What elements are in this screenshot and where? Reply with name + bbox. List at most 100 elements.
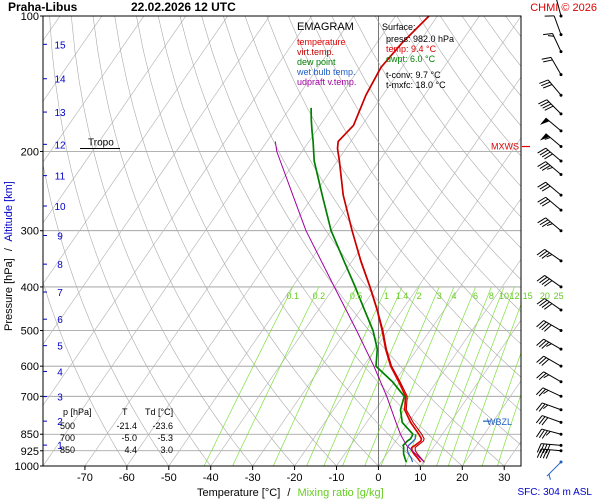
values-table: p [hPa] T Td [°C] 500 -21.4 -23.6 700 -5… <box>60 407 173 455</box>
wind-staff-120 <box>552 33 562 52</box>
wind-station-450 <box>559 308 563 312</box>
wind-staff-900 <box>541 443 562 446</box>
axis-labels: 0.1 0.2 0.5 1 1.4 2 3 4 6 8 10 12 15 20 25-70 -60 -50 -40… <box>15 11 564 484</box>
wind-feather-550-3 <box>546 343 552 347</box>
wind-barb-450 <box>536 298 563 312</box>
wind-barb-210 <box>537 147 563 163</box>
mixing-label-2: 2 <box>417 291 422 301</box>
wind-feather-300-0 <box>537 217 546 224</box>
wind-feather-270-1 <box>539 198 549 205</box>
wind-feather-800-2 <box>541 417 549 426</box>
dry-adiabat-160 <box>483 16 521 67</box>
wind-barb-180 <box>539 117 563 133</box>
mixing-label-0.5: 0.5 <box>350 291 363 301</box>
wind-station-600 <box>559 364 563 368</box>
wind-feather-250-0 <box>537 181 546 188</box>
wind-barbs <box>535 0 563 480</box>
wind-station-165 <box>559 112 563 116</box>
dry-adiabat-150 <box>461 16 521 97</box>
wind-staff-400 <box>544 275 562 288</box>
profile-lines <box>274 16 430 463</box>
mixing-line-15 <box>462 303 521 466</box>
wind-feather-210-2 <box>541 151 551 158</box>
y-tick-label-1000: 1000 <box>15 461 39 473</box>
mixing-label-20: 20 <box>540 291 550 301</box>
mixing-label-1.4: 1.4 <box>396 291 409 301</box>
mixing-label-3: 3 <box>437 291 442 301</box>
wind-staff-300 <box>545 217 562 232</box>
wind-feather-165-3 <box>544 105 554 111</box>
wind-feather-600-2 <box>541 358 550 366</box>
isotherm-30 <box>503 441 521 466</box>
mixing-line-20 <box>481 351 521 466</box>
wind-station-100 <box>559 14 563 18</box>
table-row-700-p: 700 <box>60 433 75 443</box>
wind-station-800 <box>559 420 563 424</box>
x-tick-label--10: -10 <box>329 472 345 484</box>
legend-dew-point: dew point <box>297 57 336 67</box>
x-tick-label-0: 0 <box>375 472 381 484</box>
legend-virt-temp: virt.temp. <box>297 47 334 57</box>
wind-staff-450 <box>544 298 562 311</box>
series-virt-temp <box>336 16 430 463</box>
mixing-line-0.2 <box>232 286 320 466</box>
alt-tick-label-5: 5 <box>57 342 63 353</box>
alt-tick-label-2: 2 <box>57 417 63 428</box>
alt-tick-label-3: 3 <box>57 393 63 404</box>
legend-wet-bulb: wet bulb temp. <box>296 67 356 77</box>
wind-feather-225-1 <box>539 163 549 169</box>
y-axis-title: Pressure [hPa] / Altitude [km] <box>3 181 15 331</box>
wind-barb-100 <box>556 0 563 18</box>
alt-tick-label-13: 13 <box>54 108 66 119</box>
sfc-label: SFC: 304 m ASL <box>518 487 593 498</box>
wind-feather-135-0 <box>541 56 552 60</box>
wind-station-110 <box>559 33 563 37</box>
wind-staff-180 <box>545 117 562 132</box>
wind-feather-210-1 <box>539 149 549 156</box>
wind-station-700 <box>559 394 563 398</box>
table-row-700-td: -5.3 <box>157 433 173 443</box>
alt-tick-label-6: 6 <box>57 315 63 326</box>
isotherm--30 <box>252 76 521 466</box>
wind-feather-800-1 <box>538 416 546 425</box>
alt-tick-label-4: 4 <box>57 367 63 378</box>
wind-feather-925-0 <box>536 448 542 458</box>
y-tick-label-100: 100 <box>21 11 39 23</box>
series-dew-point <box>310 107 414 463</box>
wind-station-195 <box>559 145 563 149</box>
x-axis-label: Temperature [°C] <box>197 487 280 499</box>
wind-staff-100 <box>556 0 562 17</box>
legend-temperature: temperature <box>297 37 346 47</box>
x-tick-label--20: -20 <box>287 472 303 484</box>
wind-feather-600-0 <box>536 355 545 363</box>
wind-station-120 <box>559 50 563 54</box>
table-row-500-p: 500 <box>60 421 75 431</box>
x-tick-label--50: -50 <box>161 472 177 484</box>
wind-feather-120-1 <box>547 35 554 37</box>
wind-pennant-195-0 <box>539 133 550 141</box>
wind-station-850 <box>559 432 563 436</box>
wind-station-925 <box>559 449 563 453</box>
isotherm--70 <box>84 16 396 466</box>
wind-feather-150-1 <box>541 81 551 87</box>
isotherm-10 <box>420 319 521 466</box>
wind-barb-700 <box>535 387 563 398</box>
dry-adiabat-80 <box>309 16 521 313</box>
dry-adiabat-40 <box>223 16 521 446</box>
wind-feather-350-0 <box>536 248 545 256</box>
wind-barb-300 <box>537 217 563 233</box>
table-row-700-t: -5.0 <box>121 433 137 443</box>
mixing-line-6 <box>404 286 476 466</box>
table-header-t: T <box>122 407 128 417</box>
wind-feather-850-3 <box>545 431 551 436</box>
wind-feather-450-0 <box>536 298 545 305</box>
mixing-line-10 <box>436 286 505 466</box>
wind-station-210 <box>559 159 563 163</box>
wind-feather-135-1 <box>543 59 553 63</box>
wind-barb-850 <box>536 428 563 439</box>
x-tick-label-20: 20 <box>456 472 468 484</box>
wind-feather-980-1 <box>548 473 551 480</box>
wind-feather-450-3 <box>544 303 553 310</box>
wind-feather-500-0 <box>536 320 545 328</box>
wind-station-300 <box>559 229 563 233</box>
